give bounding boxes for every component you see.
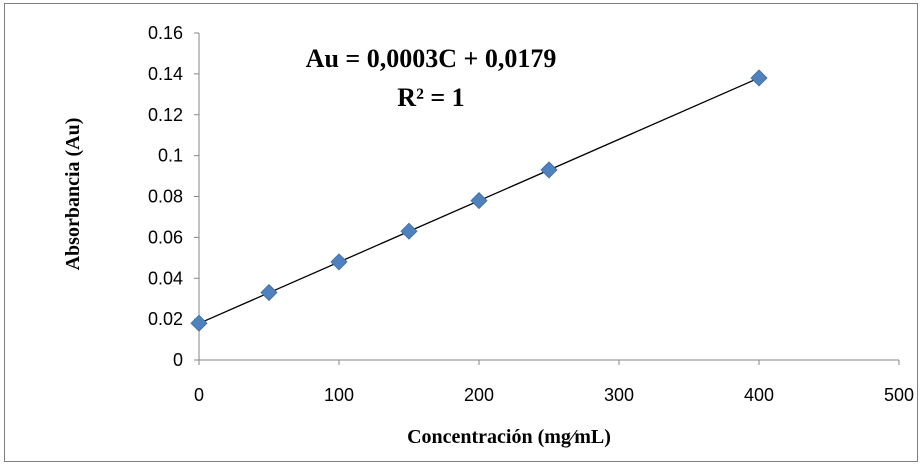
y-tick-label: 0.02 xyxy=(148,309,183,329)
x-tick-label: 400 xyxy=(744,385,774,405)
x-tick-label: 0 xyxy=(194,385,204,405)
x-tick-label: 100 xyxy=(324,385,354,405)
x-tick-label: 200 xyxy=(464,385,494,405)
x-tick-labels: 0 100 200 300 400 500 xyxy=(194,360,914,405)
y-tick-label: 0 xyxy=(173,350,183,370)
y-tick-label: 0.1 xyxy=(158,146,183,166)
data-point xyxy=(400,222,418,240)
y-tick-label: 0.14 xyxy=(148,64,183,84)
y-axis-title: Absorbancia (Au) xyxy=(62,118,84,271)
axes xyxy=(198,33,899,361)
x-axis-title: Concentración (mg⁄mL) xyxy=(407,426,611,448)
y-tick-label: 0.08 xyxy=(148,187,183,207)
data-point xyxy=(330,253,348,271)
y-tick-labels: 0 0.02 0.04 0.06 0.08 0.1 0.12 0.14 0.16 xyxy=(148,23,199,370)
r-squared-label: R² = 1 xyxy=(397,83,464,112)
y-tick-label: 0.06 xyxy=(148,227,183,247)
y-tick-label: 0.04 xyxy=(148,268,183,288)
data-points xyxy=(190,69,768,332)
data-point xyxy=(190,314,208,332)
trendline-equation: Au = 0,0003C + 0,0179 xyxy=(306,44,557,73)
data-point xyxy=(750,69,768,87)
data-point xyxy=(470,192,488,210)
data-point xyxy=(260,283,278,302)
x-tick-label: 300 xyxy=(604,385,634,405)
x-tick-label: 500 xyxy=(884,385,914,405)
data-point xyxy=(540,161,558,179)
y-tick-label: 0.12 xyxy=(148,105,183,125)
y-tick-label: 0.16 xyxy=(148,23,183,43)
